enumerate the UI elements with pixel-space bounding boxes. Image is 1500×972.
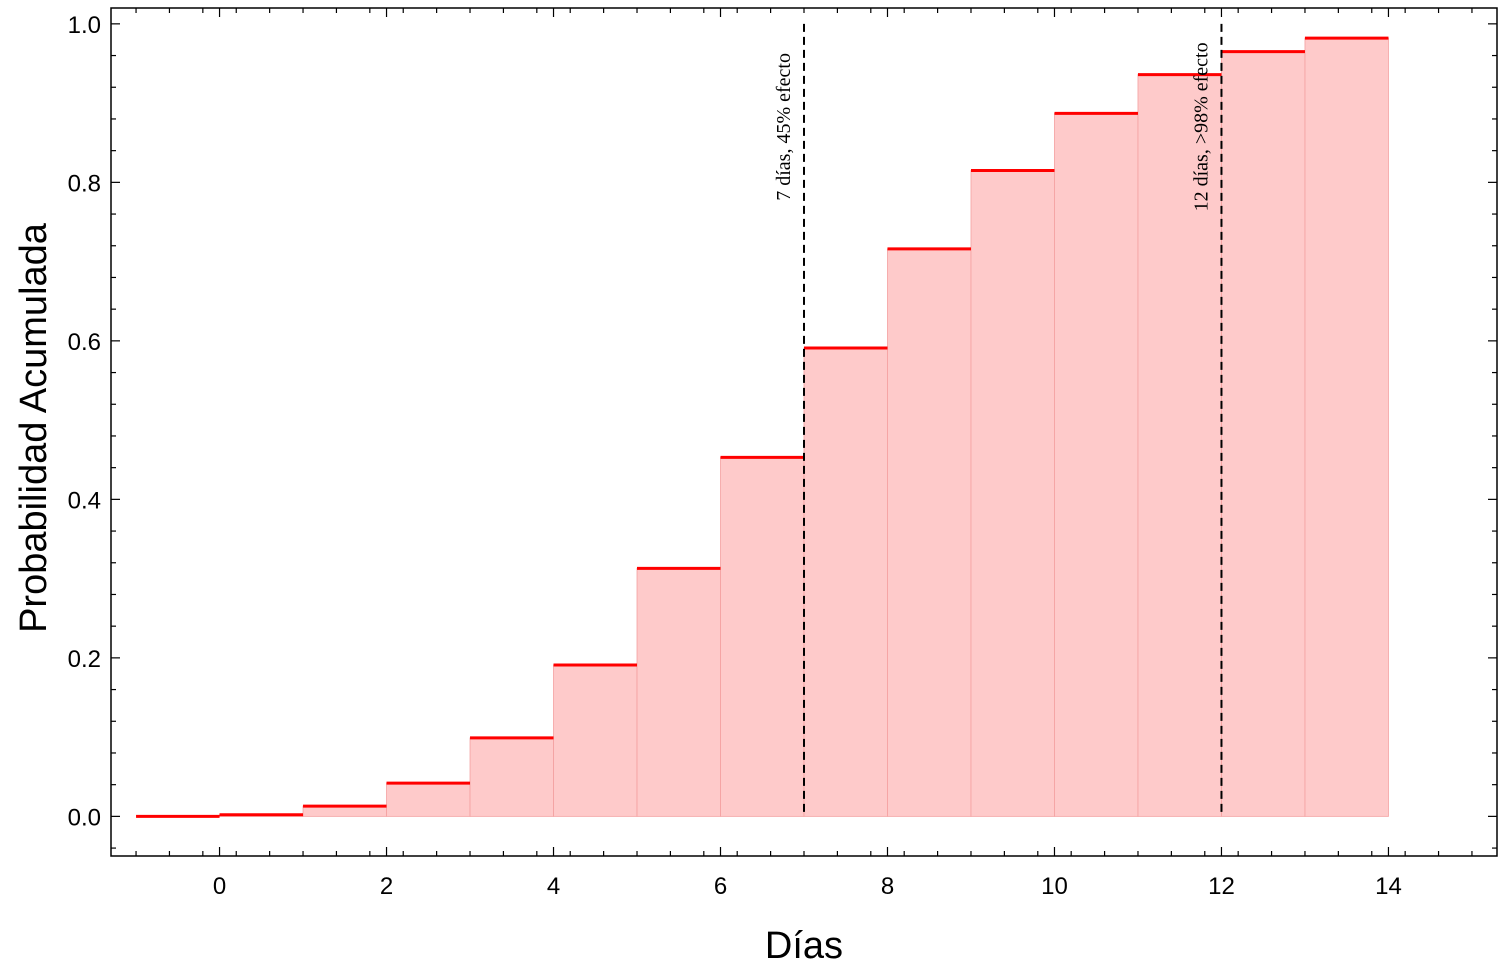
step-fill-6 <box>636 567 721 817</box>
step-fill-3 <box>386 782 471 817</box>
step-fill-8 <box>803 347 888 817</box>
x-tick-label-0: 0 <box>213 873 226 900</box>
y-tick-label-4: 0.8 <box>68 170 101 197</box>
x-tick-label-1: 2 <box>380 873 393 900</box>
step-fill-10 <box>970 170 1055 817</box>
annotation-label-1: 12 días, >98% efecto <box>1190 42 1212 211</box>
fill-layer <box>219 37 1389 817</box>
axis-ticks <box>111 8 1497 856</box>
x-tick-label-7: 14 <box>1375 873 1402 900</box>
y-tick-label-1: 0.2 <box>68 646 101 673</box>
step-line-layer <box>136 36 1389 818</box>
annotation-lines <box>803 23 1223 817</box>
y-axis-title: Probabilidad Acumulada <box>13 222 55 633</box>
step-fill-2 <box>302 805 387 817</box>
step-fill-11 <box>1054 113 1139 817</box>
x-axis-title: Días <box>765 925 843 967</box>
annotation-labels: 7 días, 45% efecto 12 días, >98% efecto <box>773 42 1212 211</box>
step-fill-12 <box>1137 74 1222 817</box>
x-tick-label-3: 6 <box>714 873 727 900</box>
x-tick-label-4: 8 <box>881 873 894 900</box>
step-fill-13 <box>1221 51 1306 817</box>
tick-labels: 0 2 4 6 8 10 12 14 0.0 0.2 0.4 0.6 0.8 1.0 <box>68 12 1402 900</box>
y-tick-label-0: 0.0 <box>68 804 101 831</box>
step-fill-14 <box>1304 37 1389 817</box>
x-tick-label-2: 4 <box>547 873 560 900</box>
x-tick-label-6: 12 <box>1208 873 1235 900</box>
x-tick-label-5: 10 <box>1041 873 1068 900</box>
step-fill-9 <box>887 248 972 817</box>
step-fill-7 <box>720 456 805 817</box>
step-fill-5 <box>553 664 638 817</box>
y-tick-label-3: 0.6 <box>68 329 101 356</box>
step-fill-4 <box>469 737 554 817</box>
y-tick-label-2: 0.4 <box>68 487 101 514</box>
y-tick-label-5: 1.0 <box>68 12 101 39</box>
annotation-label-0: 7 días, 45% efecto <box>773 53 795 201</box>
